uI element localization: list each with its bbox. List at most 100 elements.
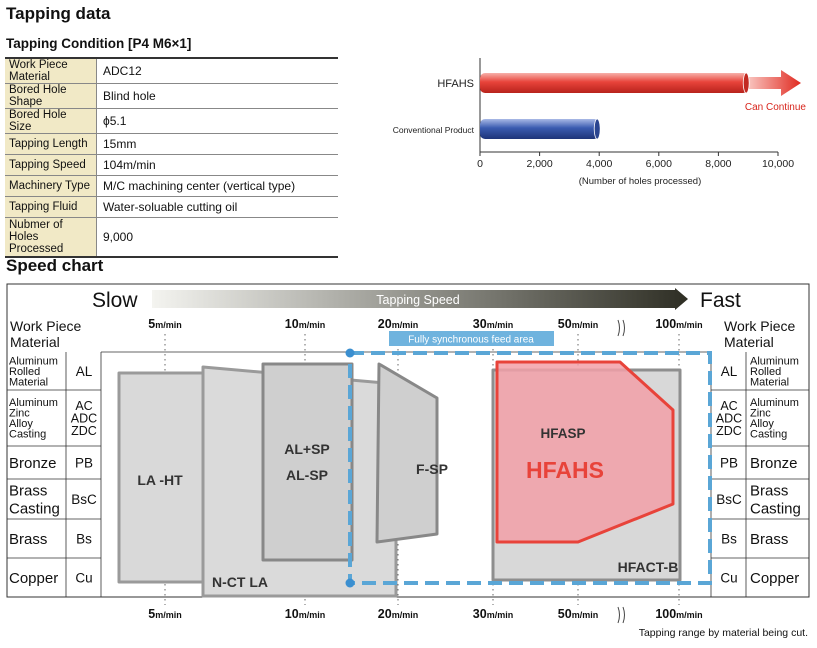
material-name: Aluminum: [750, 355, 799, 367]
material-name: Brass: [750, 482, 788, 499]
material-code: ZDC: [716, 424, 742, 438]
speed-chart-title: Speed chart: [6, 256, 104, 275]
material-name: Bronze: [750, 455, 798, 472]
condition-value: Blind hole: [96, 83, 338, 109]
speed-tick-label: 5m/min: [148, 607, 181, 621]
bar: [480, 119, 600, 139]
range-label: HFACT-B: [618, 559, 679, 575]
range-hfahs: [495, 360, 675, 544]
condition-row: Bored Hole Shape Blind hole: [5, 83, 338, 109]
speed-tick-label: 30m/min: [473, 317, 513, 331]
material-code: ZDC: [71, 424, 97, 438]
material-name: Zinc: [750, 408, 771, 420]
sync-area-outline: [348, 351, 712, 585]
range-label: N-CT LA: [212, 574, 268, 590]
material-code: AL: [76, 364, 93, 379]
material-name: Aluminum: [9, 397, 58, 409]
material-code: Cu: [75, 570, 92, 585]
condition-key: Tapping Length: [5, 133, 97, 155]
condition-row: Bored Hole Size ϕ5.1: [5, 108, 338, 134]
material-code: Bs: [76, 531, 92, 546]
bar: [480, 73, 749, 93]
axis-break-mark: [617, 319, 625, 337]
speed-tick-label: 50m/min: [558, 607, 598, 621]
material-header: Material: [10, 334, 60, 350]
material-header: Material: [724, 334, 774, 350]
speed-tick-label: 20m/min: [378, 607, 418, 621]
material-name: Brass: [9, 482, 47, 499]
speed-chart-footnote: Tapping range by material being cut.: [639, 627, 808, 639]
speed-tick-label: 100m/min: [655, 317, 702, 331]
material-name: Copper: [9, 570, 58, 587]
material-code: AC: [720, 399, 737, 413]
page-title: Tapping data: [6, 4, 111, 23]
material-name: Copper: [750, 570, 799, 587]
material-name: Casting: [750, 429, 787, 441]
condition-row: Machinery Type M/C machining center (vert…: [5, 175, 338, 197]
condition-row: Tapping Fluid Water-soluable cutting oil: [5, 196, 338, 218]
condition-key: Bored Hole Shape: [5, 83, 97, 109]
fast-label: Fast: [700, 289, 741, 312]
material-header: Work Piece: [10, 318, 82, 334]
material-name: Material: [9, 376, 48, 388]
speed-arrow: [152, 288, 688, 310]
bar-category-label: HFAHS: [437, 78, 474, 90]
x-tick-label: 0: [477, 158, 483, 170]
material-code: BsC: [71, 492, 97, 507]
condition-title: Tapping Condition [P4 M6×1]: [6, 36, 192, 51]
material-name: Alloy: [750, 418, 774, 430]
holes-bar-chart: 0 2,000 4,000 6,000 8,000 10,000 (Number of ho…: [393, 58, 806, 187]
material-code: AC: [75, 399, 92, 413]
speed-tick-label: 10m/min: [285, 607, 325, 621]
material-name: Material: [750, 376, 789, 388]
axis-break-mark: [617, 606, 625, 624]
range-label: AL-SP: [286, 467, 328, 483]
condition-table: Work Piece Material ADC12 Bored Hole Shape…: [5, 57, 338, 258]
material-header: Work Piece: [724, 318, 796, 334]
material-name: Rolled: [9, 366, 40, 378]
speed-tick-label: 50m/min: [558, 317, 598, 331]
material-name: Zinc: [9, 408, 30, 420]
x-axis-title: (Number of holes processed): [579, 176, 702, 187]
range-label: AL+SP: [284, 441, 330, 457]
material-name: Bronze: [9, 455, 57, 472]
speed-tick-label: 5m/min: [148, 317, 181, 331]
material-code: Bs: [721, 531, 737, 546]
speed-tick-label: 100m/min: [655, 607, 702, 621]
condition-row: Tapping Speed 104m/min: [5, 154, 338, 176]
material-code: BsC: [716, 492, 742, 507]
material-name: Rolled: [750, 366, 781, 378]
condition-value: 104m/min: [96, 154, 338, 176]
range-label: HFASP: [540, 426, 585, 441]
material-name: Casting: [9, 429, 46, 441]
material-name: Alloy: [9, 418, 33, 430]
condition-value: Water-soluable cutting oil: [96, 196, 338, 218]
condition-value: ADC12: [96, 57, 338, 84]
condition-row: Tapping Length 15mm: [5, 133, 338, 155]
condition-value: 9,000: [96, 217, 338, 258]
sync-area-label-box: [389, 331, 554, 346]
speed-tick-label: 20m/min: [378, 317, 418, 331]
x-tick-label: 6,000: [646, 158, 672, 170]
material-name: Aluminum: [9, 355, 58, 367]
material-name: Brass: [9, 531, 47, 548]
material-code: Cu: [720, 570, 737, 585]
slow-label: Slow: [92, 289, 138, 312]
continue-arrow: [744, 70, 801, 96]
x-tick-label: 2,000: [526, 158, 552, 170]
x-tick-label: 10,000: [762, 158, 794, 170]
condition-key: Machinery Type: [5, 175, 97, 197]
bar-category-label: Conventional Product: [393, 125, 475, 135]
material-code: ADC: [71, 412, 97, 426]
material-name: Casting: [750, 500, 801, 517]
bar-end-cap: [742, 72, 750, 94]
speed-tick-label: 10m/min: [285, 317, 325, 331]
sync-area-marker: [345, 348, 355, 358]
range-label: LA -HT: [137, 472, 183, 488]
condition-value: ϕ5.1: [96, 108, 338, 134]
material-code: AL: [721, 364, 738, 379]
condition-key: Tapping Fluid: [5, 196, 97, 218]
material-code: ADC: [716, 412, 742, 426]
condition-value: M/C machining center (vertical type): [96, 175, 338, 197]
